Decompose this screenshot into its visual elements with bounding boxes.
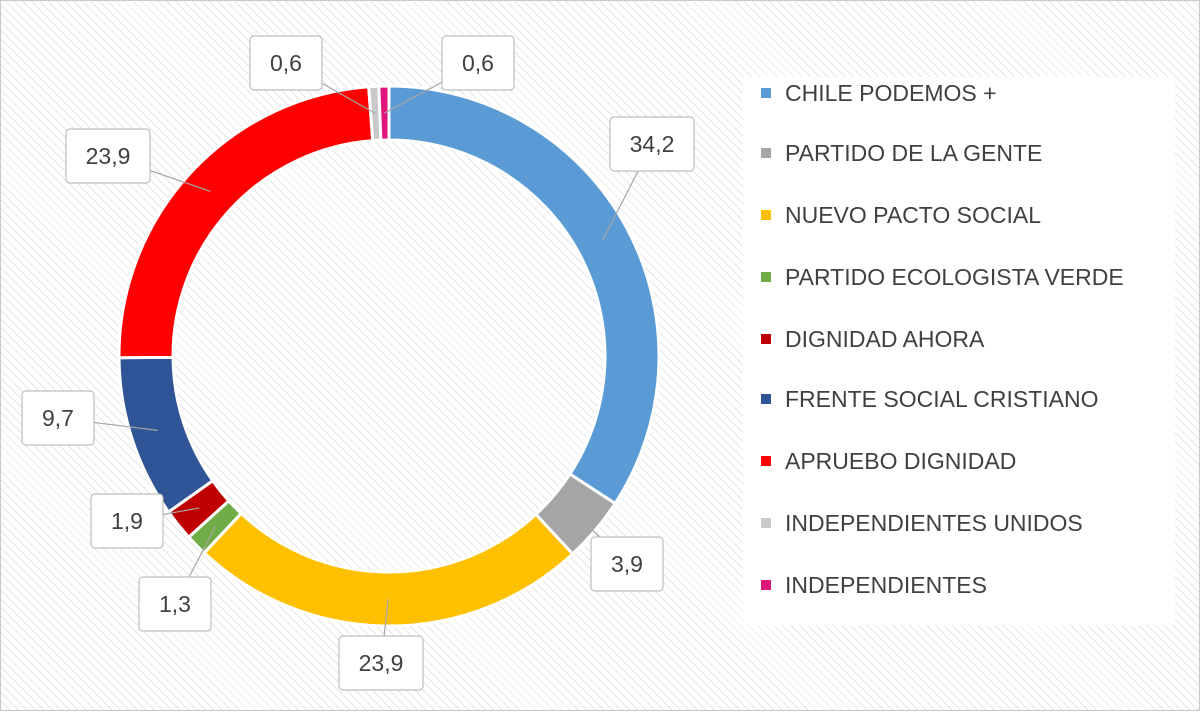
data-label-box — [21, 390, 95, 446]
legend-swatch — [761, 394, 771, 404]
legend-label: DIGNIDAD AHORA — [785, 325, 985, 352]
data-label-text: 0,6 — [270, 50, 302, 76]
data-label: 23,9 — [338, 635, 424, 691]
legend-swatch — [761, 456, 771, 466]
legend-item: APRUEBO DIGNIDAD — [761, 446, 1016, 476]
data-label-box — [138, 576, 212, 632]
donut-slice — [202, 511, 575, 628]
legend-swatch — [761, 272, 771, 282]
data-label-text: 34,2 — [630, 131, 675, 157]
data-label-text: 23,9 — [359, 650, 404, 676]
legend-item: INDEPENDIENTES — [761, 570, 987, 600]
data-label-text: 9,7 — [42, 405, 74, 431]
data-label-text: 3,9 — [611, 551, 643, 577]
legend-item: FRENTE SOCIAL CRISTIANO — [761, 384, 1099, 414]
legend-swatch — [761, 210, 771, 220]
donut-slice — [117, 85, 375, 360]
data-label-text: 23,9 — [86, 143, 131, 169]
donut-slice — [387, 84, 661, 506]
legend-label: INDEPENDIENTES — [785, 571, 987, 598]
data-label-box — [590, 536, 664, 592]
data-label: 3,9 — [590, 536, 664, 592]
data-label: 1,3 — [138, 576, 212, 632]
data-label-box — [90, 493, 164, 549]
data-label: 9,7 — [21, 390, 95, 446]
data-label-box — [609, 116, 695, 172]
legend-label: NUEVO PACTO SOCIAL — [785, 201, 1042, 228]
data-label: 1,9 — [90, 493, 164, 549]
legend-item: PARTIDO DE LA GENTE — [761, 138, 1042, 168]
legend-label: FRENTE SOCIAL CRISTIANO — [785, 385, 1099, 412]
legend-label: PARTIDO DE LA GENTE — [785, 139, 1043, 166]
legend-swatch — [761, 88, 771, 98]
data-label: 23,9 — [65, 128, 151, 184]
legend-swatch — [761, 148, 771, 158]
data-label-text: 0,6 — [462, 50, 494, 76]
legend-swatch — [761, 580, 771, 590]
donut-slice — [117, 355, 215, 515]
legend-item: NUEVO PACTO SOCIAL — [761, 200, 1041, 230]
data-label-box — [338, 635, 424, 691]
legend-item: CHILE PODEMOS + — [761, 78, 997, 108]
donut-slice — [377, 84, 391, 142]
legend-label: PARTIDO ECOLOGISTA VERDE — [785, 263, 1124, 290]
legend-label: CHILE PODEMOS + — [785, 79, 997, 106]
legend-item: INDEPENDIENTES UNIDOS — [761, 508, 1083, 538]
data-label-box — [65, 128, 151, 184]
legend-label: INDEPENDIENTES UNIDOS — [785, 509, 1083, 536]
legend-item: PARTIDO ECOLOGISTA VERDE — [761, 262, 1124, 292]
legend-label: APRUEBO DIGNIDAD — [785, 447, 1017, 474]
legend-swatch — [761, 518, 771, 528]
data-label-text: 1,3 — [159, 591, 191, 617]
data-label: 0,6 — [249, 35, 323, 91]
data-labels: 34,2 3,9 23,9 1,3 1,9 9,7 23,9 0,6 0,6 — [21, 35, 695, 691]
data-label: 34,2 — [609, 116, 695, 172]
data-label-text: 1,9 — [111, 508, 143, 534]
data-label-box — [249, 35, 323, 91]
legend-swatch — [761, 334, 771, 344]
legend-item: DIGNIDAD AHORA — [761, 324, 984, 354]
donut-ring — [117, 84, 661, 628]
data-label: 0,6 — [441, 35, 515, 91]
data-label-box — [441, 35, 515, 91]
legend: CHILE PODEMOS + PARTIDO DE LA GENTE NUEVO … — [743, 77, 1175, 625]
